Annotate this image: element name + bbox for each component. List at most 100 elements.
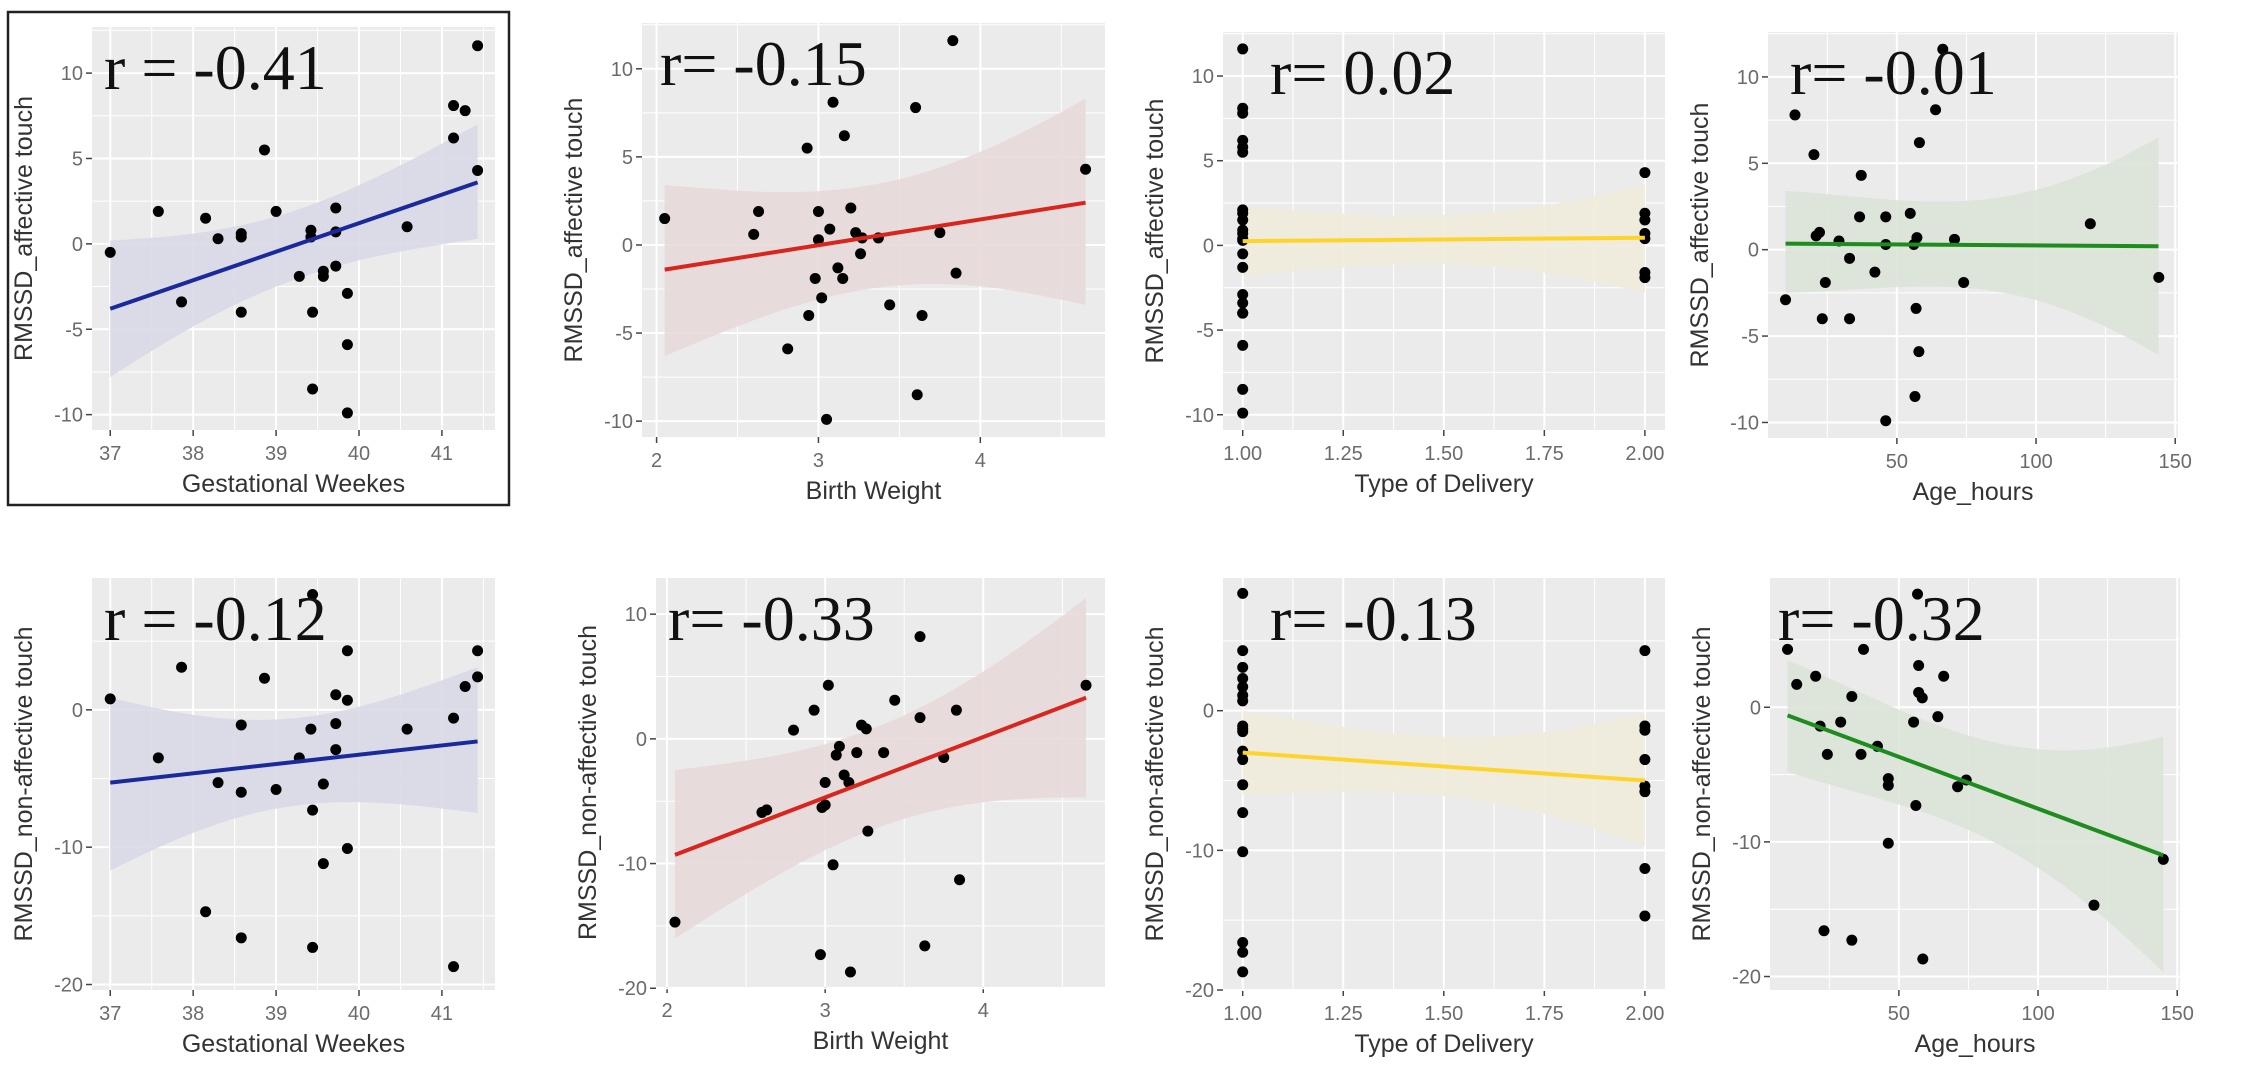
y-axis-title: RMSSD_non-affective touch bbox=[1688, 627, 1716, 942]
y-tick-label: -20 bbox=[54, 975, 83, 997]
data-point bbox=[788, 724, 800, 736]
data-point bbox=[1237, 726, 1249, 738]
data-point bbox=[947, 35, 959, 47]
data-point bbox=[472, 671, 484, 683]
data-point bbox=[761, 804, 773, 816]
correlation-label: r= -0.33 bbox=[668, 583, 875, 654]
data-point bbox=[919, 940, 931, 952]
data-point bbox=[832, 262, 844, 274]
y-tick-label: -20 bbox=[1732, 967, 1761, 989]
data-point bbox=[1237, 43, 1249, 55]
x-axis-title: Birth Weight bbox=[813, 1027, 949, 1055]
data-point bbox=[200, 906, 212, 918]
x-axis-title: Type of Delivery bbox=[1354, 1030, 1534, 1058]
data-point bbox=[1639, 786, 1651, 798]
y-tick-label: 0 bbox=[636, 729, 647, 751]
data-point bbox=[1910, 302, 1922, 314]
y-tick-label: -10 bbox=[1185, 840, 1214, 862]
data-point bbox=[1813, 226, 1825, 238]
data-point bbox=[1237, 383, 1249, 395]
y-tick-label: -10 bbox=[618, 854, 647, 876]
x-tick-label: 40 bbox=[348, 1003, 370, 1025]
data-point bbox=[1237, 297, 1249, 309]
regression-line bbox=[664, 200, 1086, 272]
data-point bbox=[1237, 248, 1249, 260]
data-point bbox=[235, 786, 247, 798]
data-point bbox=[830, 749, 842, 761]
correlation-label: r= -0.01 bbox=[1790, 37, 1997, 108]
data-point bbox=[801, 142, 813, 154]
y-tick-label: -5 bbox=[1196, 320, 1214, 342]
data-point bbox=[1869, 266, 1881, 278]
data-point bbox=[1080, 679, 1092, 691]
x-tick-label: 100 bbox=[2019, 451, 2052, 473]
x-tick-label: 4 bbox=[978, 1000, 989, 1022]
data-point bbox=[330, 718, 342, 730]
y-tick-label: -5 bbox=[1741, 326, 1759, 348]
data-point bbox=[950, 267, 962, 279]
y-tick-label: 5 bbox=[1748, 153, 1759, 175]
data-point bbox=[1816, 313, 1828, 325]
confidence-band bbox=[110, 124, 478, 378]
data-point bbox=[1916, 692, 1928, 704]
data-point bbox=[1835, 716, 1847, 728]
data-point bbox=[911, 389, 923, 401]
data-point bbox=[307, 306, 319, 318]
data-point bbox=[341, 287, 353, 299]
correlation-label: r= -0.32 bbox=[1778, 583, 1985, 654]
data-point bbox=[401, 723, 413, 735]
data-point bbox=[212, 777, 224, 789]
data-point bbox=[152, 752, 164, 764]
y-tick-label: -20 bbox=[618, 978, 647, 1000]
data-point bbox=[1780, 294, 1792, 306]
data-point bbox=[152, 205, 164, 217]
data-point bbox=[1917, 953, 1929, 965]
x-axis-title: Age_hours bbox=[1915, 1030, 2036, 1058]
data-point bbox=[401, 221, 413, 233]
data-point bbox=[1819, 277, 1831, 289]
data-point bbox=[2153, 271, 2165, 283]
confidence-band bbox=[110, 667, 478, 871]
confidence-band bbox=[664, 98, 1086, 356]
y-tick-label: 0 bbox=[1750, 697, 1761, 719]
y-tick-label: 10 bbox=[625, 604, 647, 626]
data-point bbox=[821, 413, 833, 425]
data-point bbox=[1913, 346, 1925, 358]
data-point bbox=[104, 693, 116, 705]
y-tick-label: -5 bbox=[65, 319, 83, 341]
x-tick-label: 50 bbox=[1886, 451, 1908, 473]
data-point bbox=[330, 689, 342, 701]
data-point bbox=[1912, 588, 1924, 600]
data-point bbox=[878, 747, 890, 759]
regression-line bbox=[109, 180, 479, 311]
x-tick-label: 150 bbox=[2161, 1003, 2194, 1025]
data-point bbox=[459, 105, 471, 117]
data-point bbox=[1952, 781, 1964, 793]
data-point bbox=[307, 941, 319, 953]
data-point bbox=[2084, 218, 2096, 230]
data-point bbox=[448, 100, 460, 112]
data-point bbox=[1821, 748, 1833, 760]
y-tick-label: 10 bbox=[61, 63, 83, 85]
confidence-band bbox=[1242, 710, 1645, 847]
confidence-band bbox=[1787, 660, 2164, 973]
correlation-label: r= -0.13 bbox=[1270, 583, 1477, 654]
y-axis-title: RMSSD_affective touch bbox=[560, 98, 588, 363]
x-tick-label: 38 bbox=[182, 443, 204, 465]
x-tick-label: 41 bbox=[431, 443, 453, 465]
data-point bbox=[258, 144, 270, 156]
x-tick-label: 1.25 bbox=[1324, 1003, 1363, 1025]
y-axis-title: RMSSD_affective touch bbox=[1141, 99, 1169, 364]
data-point bbox=[448, 132, 460, 144]
data-point bbox=[1937, 43, 1949, 55]
data-point bbox=[270, 783, 282, 795]
data-point bbox=[1880, 415, 1892, 427]
data-point bbox=[1913, 660, 1925, 672]
regression-line bbox=[110, 739, 478, 785]
y-tick-label: 0 bbox=[1203, 235, 1214, 257]
y-axis-title: RMSSD_affective touch bbox=[1686, 103, 1714, 368]
data-point bbox=[472, 40, 484, 52]
data-point bbox=[1237, 695, 1249, 707]
